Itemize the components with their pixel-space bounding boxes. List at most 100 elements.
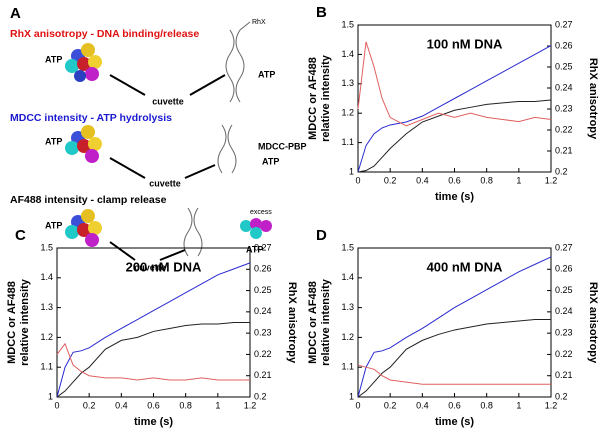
- x-axis-label: time (s): [134, 416, 173, 428]
- x-tick-label: 0.8: [480, 400, 493, 410]
- label: cuvette: [149, 178, 181, 188]
- y2-tick-label: 0.22: [254, 349, 272, 359]
- y-axis-label: MDCC or AF488: [6, 281, 18, 364]
- y2-tick-label: 0.27: [555, 242, 573, 252]
- protein: [65, 209, 102, 247]
- x-tick-label: 0.4: [416, 400, 429, 410]
- series-line: [56, 322, 250, 398]
- label: ATP: [262, 156, 279, 166]
- x-axis-label: time (s): [435, 191, 474, 203]
- arrow: [109, 157, 216, 179]
- y-tick-label: 1: [349, 166, 354, 176]
- protein: [65, 43, 102, 82]
- label: MDCC-PBP: [258, 141, 307, 151]
- chart: C 200 nM DNA 0 0.2 0.4 0.6 0.8 1 1.2 1 1.1 1.2 1.3 1.…: [6, 227, 298, 428]
- dna: [217, 124, 237, 174]
- y-tick-label: 1.2: [40, 332, 53, 342]
- label: ATP: [45, 136, 62, 146]
- y2-tick-label: 0.23: [254, 328, 272, 338]
- y2-tick-label: 0.21: [254, 370, 272, 380]
- y-axis-label: MDCC or AF488: [307, 281, 319, 364]
- x-tick-label: 0.2: [83, 400, 96, 410]
- y-axis-label: MDCC or AF488: [307, 57, 319, 140]
- series-line: [357, 256, 552, 398]
- section-heading: MDCC intensity - ATP hydrolysis: [10, 112, 172, 124]
- y2-axis-label: RhX anisotropy: [587, 58, 599, 140]
- y-tick-label: 1.5: [341, 19, 354, 29]
- x-tick-label: 0.4: [115, 400, 128, 410]
- y2-tick-label: 0.27: [254, 242, 272, 252]
- y2-axis-label: RhX anisotropy: [587, 282, 599, 364]
- y-tick-label: 1.5: [40, 242, 53, 252]
- label: ATP: [45, 220, 62, 230]
- y-axis-label: relative intensity: [19, 278, 31, 366]
- series-line: [56, 342, 250, 381]
- x-tick-label: 0.8: [480, 175, 493, 185]
- x-tick-label: 0.6: [147, 400, 160, 410]
- x-tick-label: 0: [54, 400, 59, 410]
- section-heading: RhX anisotropy - DNA binding/release: [10, 28, 199, 40]
- y2-tick-label: 0.22: [555, 124, 573, 134]
- panel-letter: C: [15, 227, 26, 244]
- series-line: [357, 319, 551, 398]
- x-tick-label: 1: [516, 175, 521, 185]
- x-tick-label: 1.2: [244, 400, 257, 410]
- series-line: [357, 41, 552, 127]
- y2-tick-label: 0.24: [254, 306, 272, 316]
- y2-tick-label: 0.26: [254, 264, 272, 274]
- series-line: [357, 45, 552, 173]
- label: ATP: [258, 69, 275, 79]
- label: cuvette: [134, 262, 166, 272]
- y-axis-label: relative intensity: [320, 54, 332, 142]
- annotation: 400 nM DNA: [427, 259, 503, 274]
- y-tick-label: 1.4: [40, 272, 53, 282]
- annotation: 200 nM DNA: [126, 259, 202, 274]
- x-tick-label: 0: [355, 400, 360, 410]
- x-tick-label: 0.6: [448, 400, 461, 410]
- y-tick-label: 1.1: [341, 362, 354, 372]
- label: RhX: [252, 19, 266, 26]
- dna: [183, 207, 203, 257]
- label: ATP: [246, 244, 263, 254]
- label: ATP: [45, 54, 62, 64]
- arrow: [109, 241, 186, 261]
- x-tick-label: 0: [355, 175, 360, 185]
- y2-tick-label: 0.23: [555, 103, 573, 113]
- y-tick-label: 1: [48, 391, 53, 401]
- y-tick-label: 1.3: [341, 78, 354, 88]
- y-tick-label: 1.2: [341, 108, 354, 118]
- annotation: 100 nM DNA: [427, 36, 503, 51]
- panel-letter: A: [10, 5, 21, 22]
- y2-tick-label: 0.25: [254, 285, 272, 295]
- x-tick-label: 1.2: [545, 400, 558, 410]
- y-tick-label: 1: [349, 391, 354, 401]
- label: cuvette: [152, 96, 184, 106]
- y2-tick-label: 0.27: [555, 19, 573, 29]
- y-axis-label: relative intensity: [320, 278, 332, 366]
- y2-tick-label: 0.2: [555, 391, 568, 401]
- panel-letter: D: [316, 227, 327, 244]
- x-tick-label: 0.8: [179, 400, 192, 410]
- chart: B 100 nM DNA 0 0.2 0.4 0.6 0.8 1 1.2 1 1.1 1.2 1.3 1.…: [307, 4, 599, 203]
- label: excess: [250, 209, 272, 216]
- y2-tick-label: 0.26: [555, 40, 573, 50]
- arrow: [109, 74, 226, 96]
- y2-tick-label: 0.26: [555, 264, 573, 274]
- y-tick-label: 1.3: [341, 302, 354, 312]
- x-axis-label: time (s): [435, 416, 474, 428]
- x-tick-label: 1.2: [545, 175, 558, 185]
- dna-tag: [239, 21, 251, 31]
- y-tick-label: 1.2: [341, 332, 354, 342]
- chart: D 400 nM DNA 0 0.2 0.4 0.6 0.8 1 1.2 1 1.1 1.2 1.3 1.…: [307, 227, 599, 428]
- x-tick-label: 1: [215, 400, 220, 410]
- x-tick-label: 0.2: [384, 400, 397, 410]
- y-tick-label: 1.5: [341, 242, 354, 252]
- panel-letter: B: [316, 4, 327, 21]
- protein: [65, 125, 102, 163]
- y2-axis-label: RhX anisotropy: [286, 282, 298, 364]
- x-tick-label: 0.4: [416, 175, 429, 185]
- y2-tick-label: 0.25: [555, 285, 573, 295]
- excess-protein: [240, 218, 272, 239]
- series-line: [56, 262, 251, 398]
- y2-tick-label: 0.24: [555, 306, 573, 316]
